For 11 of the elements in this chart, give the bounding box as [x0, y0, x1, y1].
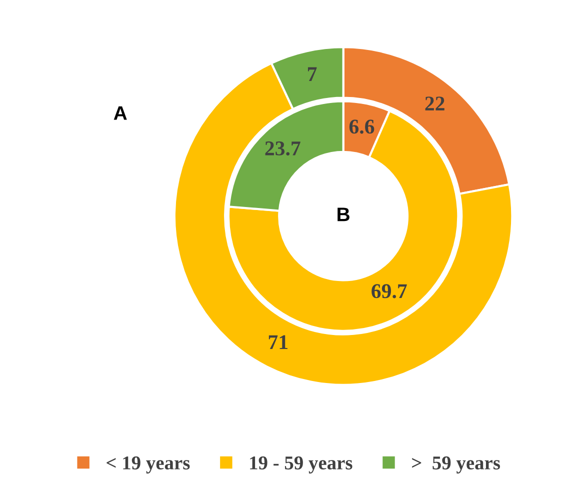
data-label: 69.7 [372, 284, 407, 298]
data-label: 23.7 [265, 141, 300, 156]
data-label: 22 [425, 96, 444, 110]
legend-label: 19 - 59 years [250, 456, 352, 474]
legend-label: < 19 years [106, 456, 190, 474]
slice-label: B [338, 208, 350, 222]
data-label: 6.6 [349, 120, 374, 134]
slice-label: A [114, 106, 127, 120]
data-label: 7 [308, 67, 317, 81]
legend-label: > 59 years [412, 456, 500, 474]
data-label: 71 [268, 335, 288, 349]
